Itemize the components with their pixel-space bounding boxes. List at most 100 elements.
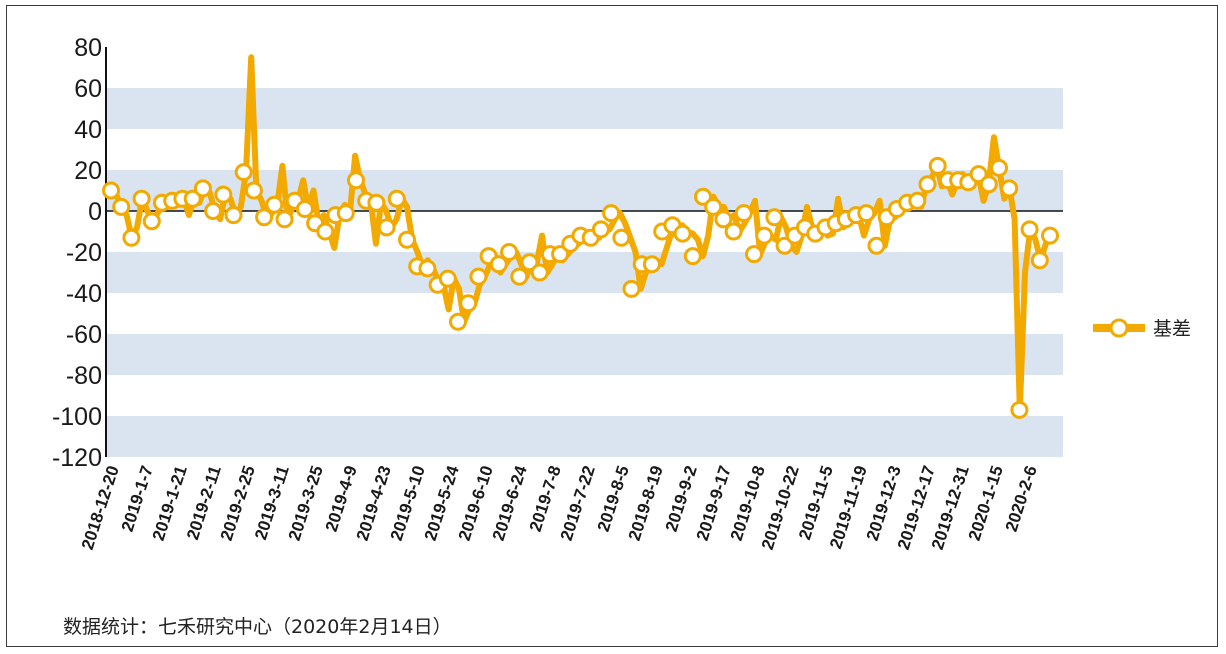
data-point [979,175,998,194]
data-point [438,269,457,288]
data-point [683,247,702,266]
data-point [122,228,141,247]
x-tick-label: 2019-9-2 [662,463,701,534]
data-point [102,181,120,200]
data-point [622,279,641,298]
data-point [449,312,467,331]
data-point [612,228,631,247]
data-point [520,253,539,272]
data-point [275,210,294,229]
data-point [316,222,335,241]
x-tick-label: 2018-12-20 [78,463,123,552]
data-point [214,185,233,204]
data-point [489,255,508,274]
plot-band [106,88,1063,129]
plot-band [106,416,1063,457]
data-point [673,224,692,243]
data-point [591,220,610,239]
y-tick-label: -40 [66,280,102,308]
legend: 基差 [1093,318,1191,340]
data-point [745,245,763,264]
data-point [255,208,274,227]
data-point [642,255,661,274]
x-tick-label: 2019-1-7 [118,463,157,534]
data-point [928,156,947,175]
data-point [295,200,314,218]
data-point [244,181,263,200]
data-point [551,245,570,264]
data-point [112,197,131,216]
data-point [1020,220,1039,239]
x-tick-label: 2019-6-24 [489,463,531,543]
y-tick-label: -60 [66,321,102,349]
data-point [387,189,406,208]
data-point [510,267,529,286]
data-point [694,187,712,206]
data-point [1010,400,1029,419]
plot-bands [106,88,1063,457]
data-point [204,202,223,220]
data-point [714,210,733,229]
y-tick-label: 0 [88,198,102,226]
y-tick-label: 80 [74,34,102,62]
legend-label: 基差 [1153,318,1191,340]
data-point [857,204,876,223]
data-point [867,236,886,255]
y-tick-label: 20 [74,157,102,185]
plot-band [106,252,1063,293]
y-tick-label: -20 [66,239,102,267]
data-point [132,189,151,208]
y-tick-label: -120 [52,444,102,472]
data-point [530,263,549,282]
data-point [459,294,478,313]
data-point [908,191,927,210]
data-point [183,189,202,208]
plot-band [106,334,1063,375]
data-point [969,165,988,184]
data-point [347,171,365,190]
data-point [765,208,784,227]
data-point [224,206,243,225]
y-axis-tick-labels: 80 60 40 20 0 -20 -40 -60 -80 -100 -120 [52,34,102,472]
data-point [418,259,437,278]
data-point [377,218,396,237]
data-point [500,243,519,261]
source-note: 数据统计：七禾研究中心（2020年2月14日） [63,616,452,638]
data-point [704,197,723,216]
x-tick-label: 2020-1-15 [965,463,1007,543]
x-axis-tick-labels: 2018-12-202019-1-72019-1-212019-2-112019… [78,463,1041,552]
data-point [469,267,488,286]
data-point [398,230,416,249]
chart-frame: 80 60 40 20 0 -20 -40 -60 -80 -100 -120 2018-12-20… [6,5,1218,647]
series-basis-markers [102,156,1059,419]
data-point [336,204,355,223]
data-point [775,236,794,255]
x-tick-label: 2019-8-19 [625,463,667,543]
data-point [990,158,1008,177]
x-tick-label: 2020-2-6 [1002,463,1041,534]
y-tick-label: -100 [52,403,102,431]
data-point [367,193,386,212]
basis-line-chart: 80 60 40 20 0 -20 -40 -60 -80 -100 -120 2018-12-20… [52,34,1191,552]
x-tick-label: 2019-7-8 [526,463,565,534]
x-tick-label: 2019-4-9 [322,463,361,534]
data-point [1000,179,1019,198]
data-point [193,179,212,198]
y-tick-label: 40 [74,116,102,144]
data-point [755,226,774,245]
data-point [142,212,161,231]
data-point [918,175,937,194]
x-tick-label: 2019-7-22 [557,463,599,543]
y-tick-label: 60 [74,75,102,103]
x-tick-label: 2019-8-5 [594,463,633,534]
legend-marker [1109,318,1129,338]
data-point [1041,226,1059,245]
y-tick-label: -80 [66,362,102,390]
data-point [602,204,621,223]
data-point [265,195,284,214]
x-tick-label: 2019-3-25 [285,463,327,543]
data-point [724,222,743,241]
data-point [1030,251,1049,270]
data-point [734,204,753,223]
data-point [234,163,253,182]
